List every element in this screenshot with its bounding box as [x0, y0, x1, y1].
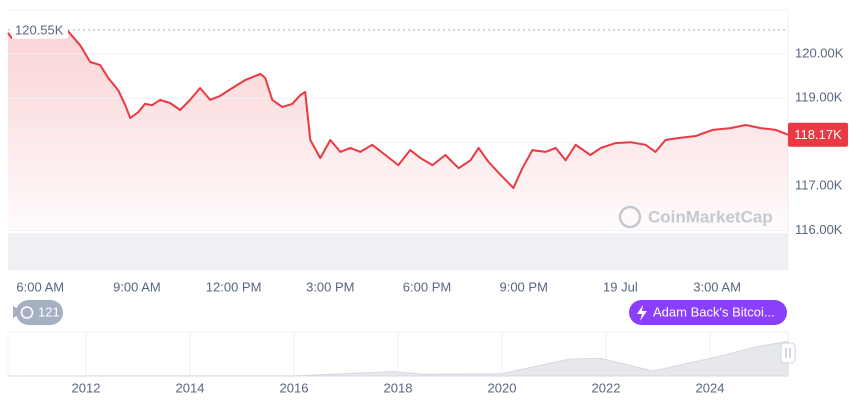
y-tick-label: 120.00K — [795, 46, 844, 61]
x-tick-label: 12:00 PM — [206, 279, 262, 294]
y-tick-label: 116.00K — [795, 222, 843, 237]
current-price-tag — [788, 122, 848, 147]
x-tick-label: 19 Jul — [603, 279, 638, 294]
watermark-text: CoinMarketCap — [648, 207, 773, 226]
current-price-label: 118.17K — [794, 127, 842, 142]
navigator-handle[interactable] — [780, 342, 796, 364]
y-tick-label: 119.00K — [795, 90, 843, 105]
x-tick-label: 2022 — [592, 380, 621, 395]
history-button[interactable]: 121 — [13, 300, 63, 325]
news-button[interactable]: Adam Back's Bitcoi... — [629, 300, 787, 325]
x-tick-label: 2016 — [280, 380, 309, 395]
watermark: CoinMarketCap — [618, 205, 773, 229]
volume-band — [8, 233, 788, 270]
news-title: Adam Back's Bitcoi... — [653, 304, 775, 319]
price-line — [7, 30, 789, 189]
x-tick-label: 2020 — [488, 380, 517, 395]
x-tick-label: 3:00 AM — [693, 279, 741, 294]
area-fill — [8, 31, 788, 232]
high-label-bg — [12, 20, 68, 39]
x-tick-label: 9:00 PM — [499, 279, 547, 294]
x-tick-label: 6:00 PM — [403, 279, 451, 294]
history-count: 121 — [38, 304, 60, 319]
y-tick-label: 117.00K — [795, 178, 843, 193]
x-tick-label: 9:00 AM — [113, 279, 161, 294]
x-tick-label: 2024 — [696, 380, 725, 395]
x-tick-label: 3:00 PM — [306, 279, 354, 294]
history-area — [7, 340, 789, 377]
x-tick-label: 2012 — [72, 380, 101, 395]
x-tick-label: 2014 — [176, 380, 205, 395]
high-label: 120.55K — [15, 22, 64, 37]
x-tick-label: 6:00 AM — [16, 279, 64, 294]
x-tick-label: 2018 — [384, 380, 413, 395]
